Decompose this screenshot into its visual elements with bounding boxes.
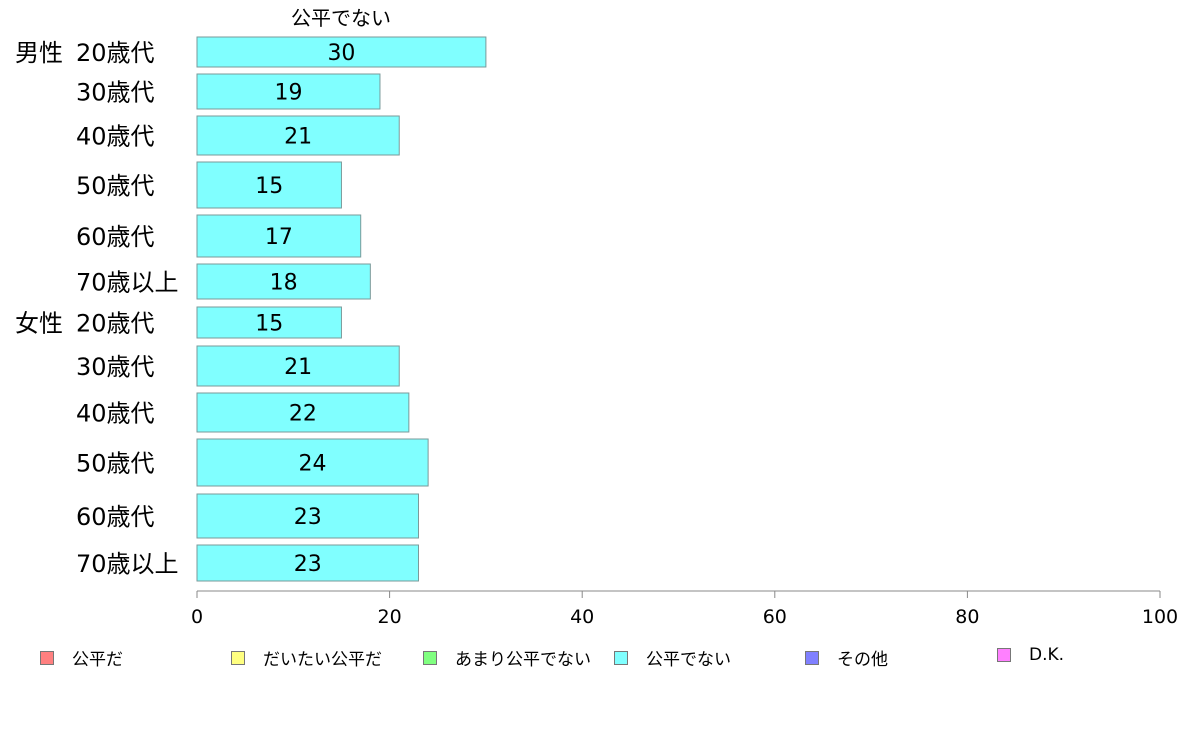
bar-value-label: 17 [265,225,293,250]
legend-label: 公平でない [646,650,731,670]
bar-value-label: 21 [284,355,312,380]
bar [196,73,381,110]
legend-swatch [614,650,628,665]
bar-value-label: 21 [284,125,312,150]
bar [196,36,487,68]
x-tick-label: 80 [955,606,979,628]
x-tick-label: 60 [763,606,787,628]
bar-value-label: 30 [327,41,355,66]
bar [196,263,371,300]
legend-swatch [423,650,437,665]
chart-title: 公平でない [291,6,391,30]
bar [196,438,429,487]
legend-swatch [805,650,819,665]
legend-item-amari-kohei-denai: あまり公平でない [423,645,591,670]
x-tick-label: 20 [378,606,402,628]
category-label: 50歳代 [76,172,155,200]
legend-label: だいたい公平だ [263,650,382,670]
category-label: 30歳代 [76,79,155,107]
category-label: 70歳以上 [76,269,179,297]
x-tick-label: 40 [570,606,594,628]
category-label: 30歳代 [76,353,155,381]
legend-item-dk: D.K. [997,645,1064,665]
bar-value-label: 15 [255,174,283,199]
legend-label: D.K. [1029,645,1065,665]
bar-value-label: 22 [289,402,317,427]
group-label: 女性 [15,310,63,338]
bar [196,306,342,339]
x-axis: 0 20 40 60 80 100 [191,590,1178,628]
bar [196,115,400,156]
bar-value-label: 19 [274,81,302,106]
legend-label: あまり公平でない [455,650,591,670]
category-label: 40歳代 [76,123,155,151]
bar [196,493,419,539]
legend-swatch [231,650,245,665]
category-label: 20歳代 [76,39,155,67]
bar [196,345,400,387]
bar [196,544,419,582]
category-label: 60歳代 [76,223,155,251]
bar-value-label: 15 [255,312,283,337]
legend: 公平だ だいたい公平だ あまり公平でない 公平でない その他 D.K. [0,645,1188,670]
category-label: 50歳代 [76,450,155,478]
category-label: 40歳代 [76,400,155,428]
legend-item-kohei-denai: 公平でない [614,645,731,670]
group-label: 男性 [15,39,63,67]
x-tick-label: 100 [1142,606,1178,628]
legend-label: 公平だ [72,650,123,670]
x-tick-label: 0 [191,606,203,628]
legend-label: その他 [837,650,888,670]
legend-swatch [997,648,1011,662]
bar-chart: 公平でない 3020歳代男性1930歳代2140歳代1550歳代1760歳代18… [15,6,1178,628]
bar [196,392,410,433]
bar-value-label: 24 [299,452,327,477]
bar-value-label: 23 [294,552,322,577]
category-label: 20歳代 [76,310,155,338]
bar-value-label: 18 [270,271,298,296]
legend-swatch [40,650,54,665]
bar [196,161,342,209]
category-label: 60歳代 [76,503,155,531]
legend-item-kohei: 公平だ [40,645,123,670]
bar [196,214,362,258]
legend-item-sonota: その他 [805,645,888,670]
legend-item-daitai-kohei: だいたい公平だ [231,645,382,670]
bars-layer: 3020歳代男性1930歳代2140歳代1550歳代1760歳代1870歳以上1… [15,36,487,582]
category-label: 70歳以上 [76,550,179,578]
bar-value-label: 23 [294,505,322,530]
